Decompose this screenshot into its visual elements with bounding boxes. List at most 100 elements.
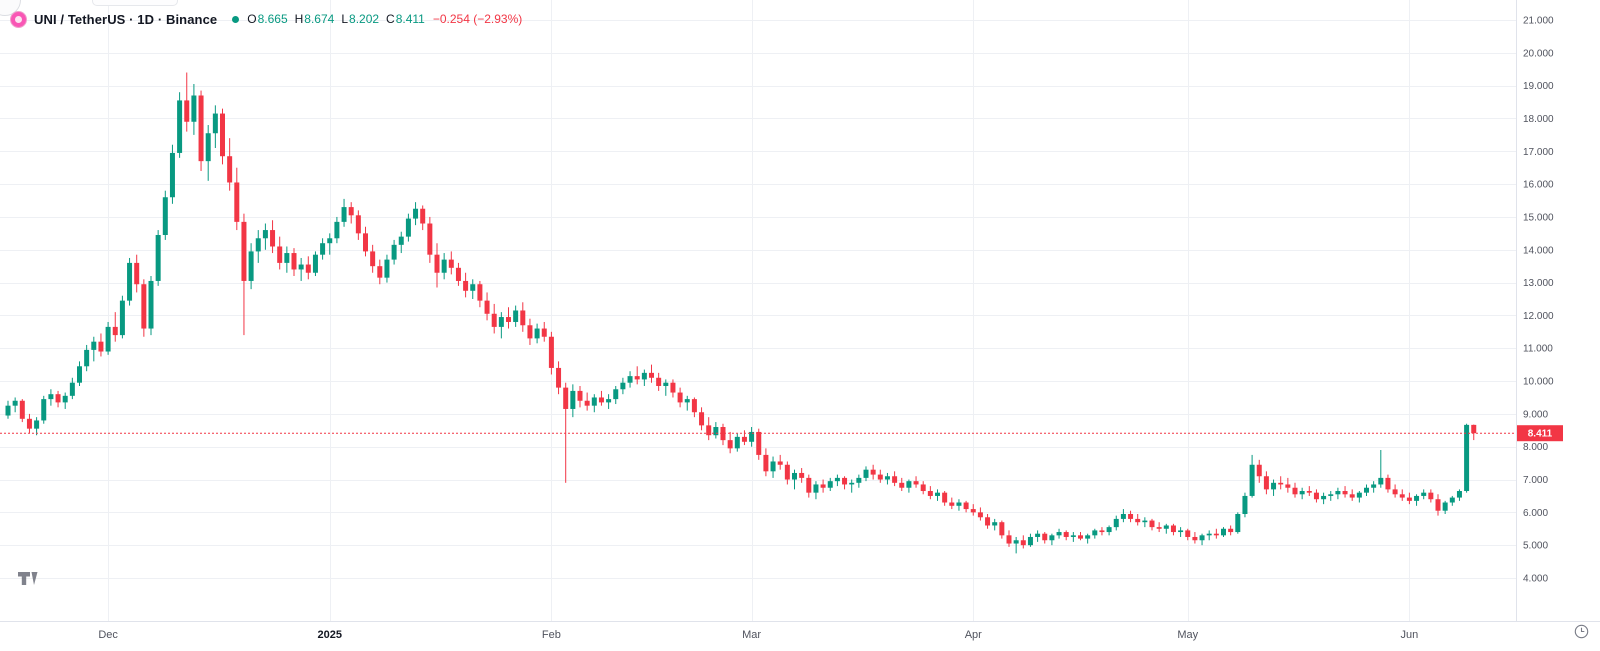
- candle[interactable]: [1435, 494, 1441, 516]
- candle[interactable]: [1292, 482, 1298, 498]
- candle[interactable]: [899, 477, 905, 492]
- candle[interactable]: [856, 474, 862, 488]
- candle[interactable]: [1156, 522, 1162, 533]
- candle[interactable]: [1027, 533, 1033, 547]
- candle[interactable]: [448, 251, 454, 275]
- market-status-dot-icon[interactable]: [232, 15, 240, 23]
- candle[interactable]: [863, 466, 869, 482]
- candle[interactable]: [684, 395, 690, 411]
- candle[interactable]: [413, 202, 419, 226]
- candle[interactable]: [520, 302, 526, 332]
- candle[interactable]: [977, 507, 983, 521]
- candle[interactable]: [1199, 533, 1205, 546]
- candle[interactable]: [1449, 495, 1455, 506]
- candle[interactable]: [62, 392, 68, 409]
- candle[interactable]: [1213, 528, 1219, 539]
- candle[interactable]: [999, 520, 1005, 539]
- candle[interactable]: [291, 248, 297, 277]
- candle[interactable]: [813, 481, 819, 500]
- candle[interactable]: [1406, 492, 1412, 505]
- candle[interactable]: [277, 236, 283, 270]
- candle[interactable]: [384, 254, 390, 283]
- candle[interactable]: [348, 202, 354, 224]
- candle[interactable]: [820, 479, 826, 493]
- candle[interactable]: [470, 279, 476, 299]
- candle[interactable]: [842, 476, 848, 490]
- candle[interactable]: [112, 312, 118, 342]
- candle[interactable]: [69, 377, 75, 400]
- candle[interactable]: [756, 428, 762, 460]
- candle[interactable]: [1313, 489, 1319, 503]
- candle[interactable]: [155, 230, 161, 286]
- candle[interactable]: [641, 369, 647, 386]
- candle[interactable]: [1020, 535, 1026, 549]
- candle[interactable]: [806, 474, 812, 498]
- candle[interactable]: [985, 513, 991, 529]
- candle[interactable]: [1421, 489, 1427, 500]
- candle[interactable]: [634, 366, 640, 385]
- candle[interactable]: [556, 361, 562, 395]
- candle[interactable]: [935, 489, 940, 501]
- candle[interactable]: [763, 448, 769, 477]
- candle[interactable]: [1464, 423, 1470, 493]
- tradingview-logo[interactable]: [17, 571, 43, 591]
- candle[interactable]: [1006, 530, 1012, 547]
- candle[interactable]: [777, 454, 783, 470]
- candle[interactable]: [920, 481, 926, 495]
- candle[interactable]: [1113, 515, 1119, 531]
- candle[interactable]: [212, 105, 218, 149]
- candle[interactable]: [1128, 510, 1134, 523]
- candle[interactable]: [942, 491, 948, 506]
- candle[interactable]: [463, 272, 469, 298]
- candle[interactable]: [1285, 477, 1291, 493]
- candle[interactable]: [305, 256, 311, 280]
- candle[interactable]: [262, 223, 268, 250]
- candle[interactable]: [1271, 479, 1277, 496]
- candle[interactable]: [1414, 494, 1420, 506]
- candle[interactable]: [119, 295, 125, 339]
- candle[interactable]: [1256, 459, 1262, 483]
- candle[interactable]: [398, 231, 404, 254]
- candle[interactable]: [884, 472, 890, 485]
- candle[interactable]: [255, 230, 261, 263]
- candle[interactable]: [162, 190, 168, 240]
- candle[interactable]: [527, 318, 533, 345]
- candle[interactable]: [1142, 517, 1148, 528]
- candle[interactable]: [1385, 474, 1391, 493]
- candle[interactable]: [591, 394, 597, 413]
- candle[interactable]: [598, 390, 604, 406]
- candle[interactable]: [327, 233, 333, 255]
- candle[interactable]: [649, 364, 654, 383]
- candle[interactable]: [19, 399, 25, 423]
- candle[interactable]: [1278, 476, 1284, 490]
- candle[interactable]: [727, 431, 733, 454]
- candle[interactable]: [1099, 527, 1105, 536]
- candle[interactable]: [41, 395, 47, 424]
- candle[interactable]: [906, 479, 912, 493]
- timezone-clock-icon[interactable]: [1574, 624, 1589, 644]
- candle[interactable]: [784, 461, 790, 485]
- candle[interactable]: [1392, 484, 1398, 498]
- candle[interactable]: [548, 331, 554, 375]
- candle[interactable]: [1063, 530, 1069, 541]
- candle[interactable]: [534, 323, 540, 344]
- candle[interactable]: [34, 417, 40, 436]
- candle[interactable]: [334, 216, 340, 244]
- candle[interactable]: [620, 377, 626, 395]
- candle[interactable]: [1321, 492, 1327, 505]
- candle[interactable]: [98, 333, 104, 357]
- candle[interactable]: [749, 427, 755, 447]
- candle[interactable]: [541, 321, 547, 342]
- candle[interactable]: [105, 321, 111, 355]
- candle[interactable]: [1135, 513, 1141, 526]
- candle[interactable]: [1378, 449, 1384, 488]
- candle[interactable]: [377, 259, 383, 285]
- candle[interactable]: [892, 471, 898, 487]
- candle[interactable]: [77, 361, 82, 386]
- candle[interactable]: [606, 394, 612, 409]
- candle[interactable]: [713, 422, 719, 439]
- candle[interactable]: [1170, 523, 1176, 536]
- candle[interactable]: [877, 469, 883, 483]
- candle[interactable]: [1192, 532, 1198, 544]
- candle[interactable]: [427, 216, 433, 263]
